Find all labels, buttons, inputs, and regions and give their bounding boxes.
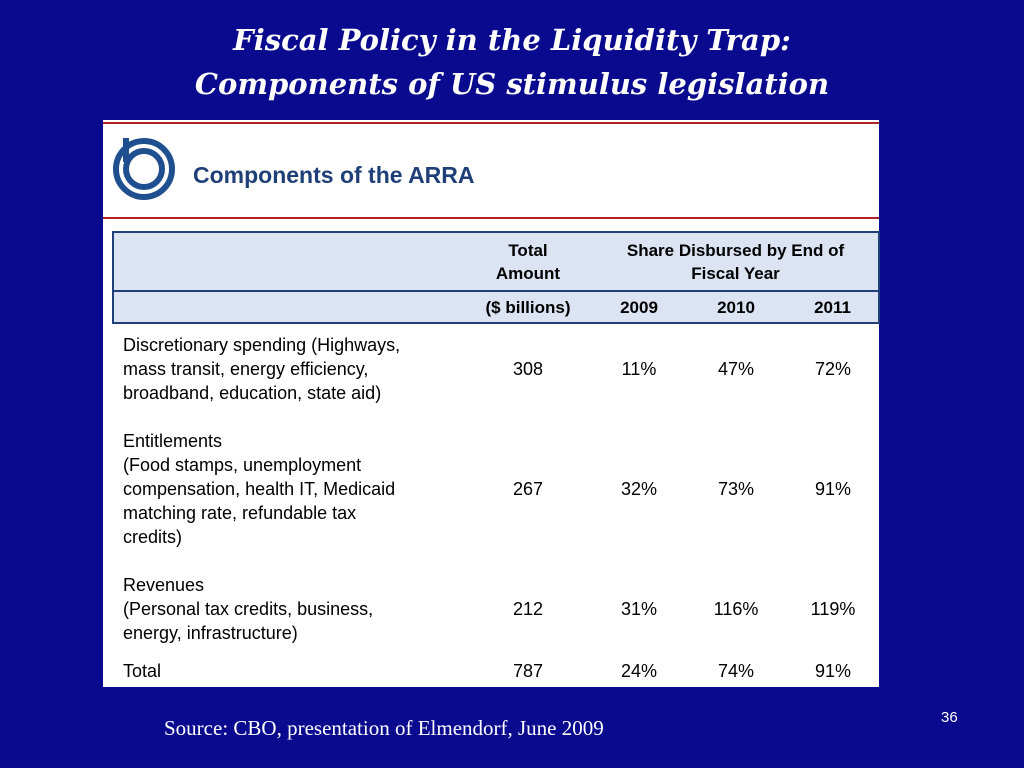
arra-panel: Components of the ARRA Total Amount Shar… — [103, 120, 881, 688]
table-row: Discretionary spending (Highways, mass t… — [113, 323, 879, 414]
description-line: compensation, health IT, Medicaid — [123, 479, 396, 499]
row-description: Entitlements (Food stamps, unemployment … — [113, 414, 463, 564]
total-amount: 212 — [512, 599, 544, 619]
total-amount: 308 — [512, 359, 544, 379]
header-blank — [112, 231, 463, 292]
row-description: Total — [113, 654, 463, 688]
header-total-line-2: Amount — [495, 263, 561, 283]
description-line: energy, infrastructure) — [123, 623, 298, 643]
share-2009: 31% — [620, 599, 658, 619]
description-line: broadband, education, state aid) — [123, 383, 382, 403]
cbo-logo-icon — [113, 138, 175, 200]
slide-title-line-2: Components of US stimulus legislation — [194, 67, 830, 101]
header-share: Share Disbursed by End of Fiscal Year — [593, 231, 881, 292]
total-amount: 267 — [512, 479, 544, 499]
header-total: Total Amount — [463, 231, 593, 292]
share-2011: 91% — [814, 661, 852, 681]
share-2010: 74% — [717, 661, 755, 681]
header-share-line-2: Fiscal Year — [691, 263, 780, 283]
top-rule — [103, 122, 879, 124]
description-line: Total — [123, 661, 162, 681]
page-number: 36 — [941, 709, 958, 726]
heading-rule — [103, 217, 879, 219]
description-line: Revenues — [123, 575, 205, 595]
header-units: ($ billions) — [463, 291, 593, 324]
table-row: Revenues (Personal tax credits, business… — [113, 564, 879, 654]
total-amount: 787 — [512, 661, 544, 681]
description-line: Entitlements — [123, 431, 223, 451]
share-2009: 11% — [621, 359, 657, 379]
share-2010: 116% — [713, 599, 759, 619]
table-row: Entitlements (Food stamps, unemployment … — [113, 414, 879, 564]
slide-title-line-1: Fiscal Policy in the Liquidity Trap: — [233, 23, 791, 57]
row-description: Revenues (Personal tax credits, business… — [113, 564, 463, 654]
share-2010: 73% — [717, 479, 755, 499]
share-2010: 47% — [717, 359, 755, 379]
share-2011: 72% — [814, 359, 852, 379]
subheader-blank — [112, 291, 463, 324]
header-share-line-1: Share Disbursed by End of — [626, 240, 845, 260]
description-line: credits) — [123, 527, 183, 547]
share-2009: 32% — [620, 479, 658, 499]
header-year-2010: 2010 — [685, 291, 787, 324]
source-citation: Source: CBO, presentation of Elmendorf, … — [164, 716, 604, 740]
share-2009: 24% — [620, 661, 658, 681]
description-line: (Food stamps, unemployment — [123, 455, 362, 475]
table-header-row: Total Amount Share Disbursed by End of F… — [112, 231, 881, 292]
header-year-2011: 2011 — [787, 291, 881, 324]
header-year-2009: 2009 — [593, 291, 685, 324]
panel-heading: Components of the ARRA — [193, 162, 475, 188]
table-row-total: Total 787 24% 74% 91% — [113, 654, 879, 688]
header-total-line-1: Total — [508, 240, 548, 260]
description-line: matching rate, refundable tax — [123, 503, 357, 523]
row-description: Discretionary spending (Highways, mass t… — [113, 323, 463, 414]
description-line: (Personal tax credits, business, — [123, 599, 374, 619]
table-subheader-row: ($ billions) 2009 2010 2011 — [112, 291, 881, 324]
arra-components-table: Total Amount Share Disbursed by End of F… — [112, 231, 881, 688]
description-line: Discretionary spending (Highways, — [123, 335, 401, 355]
slide-title: Fiscal Policy in the Liquidity Trap: Com… — [0, 18, 1024, 106]
share-2011: 91% — [814, 479, 852, 499]
description-line: mass transit, energy efficiency, — [123, 359, 369, 379]
share-2011: 119% — [810, 599, 856, 619]
